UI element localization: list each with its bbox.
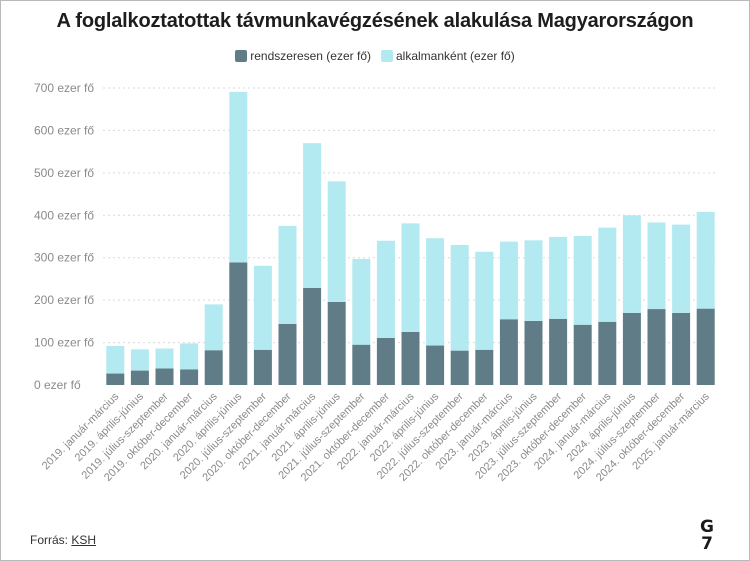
logo-digit: 7 (701, 534, 713, 554)
bar-segment-regular (426, 345, 445, 385)
bar-segment-regular (229, 262, 248, 385)
y-tick-label: 300 ezer fő (34, 251, 94, 265)
bar-segment-regular (696, 308, 715, 385)
legend-item-regular[interactable]: rendszeresen (ezer fő) (235, 49, 371, 63)
legend-label-regular: rendszeresen (ezer fő) (250, 49, 371, 63)
bar-segment-occasional (155, 348, 174, 369)
bar-segment-occasional (696, 211, 715, 309)
bar-segment-occasional (352, 258, 371, 345)
bar-segment-regular (180, 369, 199, 385)
bar-segment-occasional (549, 236, 568, 319)
bar-segment-regular (204, 350, 223, 385)
bar-segment-occasional (401, 223, 420, 332)
bar-segment-occasional (278, 225, 297, 324)
bar-segment-occasional (622, 215, 641, 313)
bar-segment-occasional (106, 345, 125, 374)
bar-segment-regular (475, 349, 494, 385)
legend: rendszeresen (ezer fő) alkalmanként (eze… (0, 49, 750, 63)
bar-segment-regular (622, 312, 641, 385)
bar-segment-regular (303, 287, 322, 385)
bar-segment-occasional (130, 349, 149, 371)
bar-segment-regular (253, 349, 272, 385)
bar-segment-regular (376, 337, 395, 385)
bar-segment-regular (573, 324, 592, 385)
y-tick-label: 700 ezer fő (34, 81, 94, 95)
bar-segment-occasional (573, 236, 592, 325)
bar-segment-regular (499, 319, 518, 385)
bar-segment-regular (401, 331, 420, 385)
bar-segment-regular (647, 309, 666, 385)
logo-letter: G (700, 517, 714, 537)
y-tick-label: 200 ezer fő (34, 293, 94, 307)
bar-segment-occasional (475, 251, 494, 350)
source-label: Forrás: (30, 533, 69, 547)
bar-segment-occasional (253, 265, 272, 350)
bar-segment-regular (524, 320, 543, 385)
bar-segment-regular (352, 344, 371, 385)
g7-logo: G 7 (697, 519, 717, 553)
bar-segment-occasional (499, 241, 518, 320)
y-tick-label: 600 ezer fő (34, 123, 94, 137)
bar-segment-occasional (204, 304, 223, 351)
legend-item-occasional[interactable]: alkalmanként (ezer fő) (381, 49, 515, 63)
bar-segment-regular (327, 301, 346, 385)
y-tick-label: 0 ezer fő (34, 378, 81, 392)
bar-segment-regular (450, 350, 469, 385)
bar-segment-occasional (229, 91, 248, 263)
bar-segment-regular (672, 312, 691, 385)
y-tick-label: 100 ezer fő (34, 336, 94, 350)
bar-segment-regular (278, 323, 297, 385)
source-line: Forrás: KSH (30, 533, 96, 547)
bar-segment-regular (106, 373, 125, 385)
bar-segment-regular (155, 368, 174, 385)
bar-segment-occasional (450, 244, 469, 351)
bar-segment-occasional (647, 222, 666, 310)
legend-label-occasional: alkalmanként (ezer fő) (396, 49, 515, 63)
bar-segment-occasional (524, 240, 543, 321)
legend-swatch-regular (235, 50, 248, 62)
legend-swatch-occasional (381, 50, 393, 62)
y-tick-label: 400 ezer fő (34, 208, 94, 222)
bar-segment-occasional (303, 143, 322, 288)
source-link[interactable]: KSH (71, 533, 97, 547)
bar-segment-occasional (598, 227, 617, 322)
bar-segment-occasional (672, 224, 691, 313)
bar-segment-occasional (426, 238, 445, 346)
bar-segment-occasional (180, 343, 199, 370)
bar-segment-regular (130, 370, 149, 385)
bar-segment-regular (549, 318, 568, 385)
y-tick-label: 500 ezer fő (34, 166, 94, 180)
bar-segment-regular (598, 321, 617, 385)
bar-segment-occasional (376, 240, 395, 338)
chart-title: A foglalkoztatottak távmunkavégzésének a… (56, 10, 694, 32)
bar-segment-occasional (327, 181, 346, 302)
